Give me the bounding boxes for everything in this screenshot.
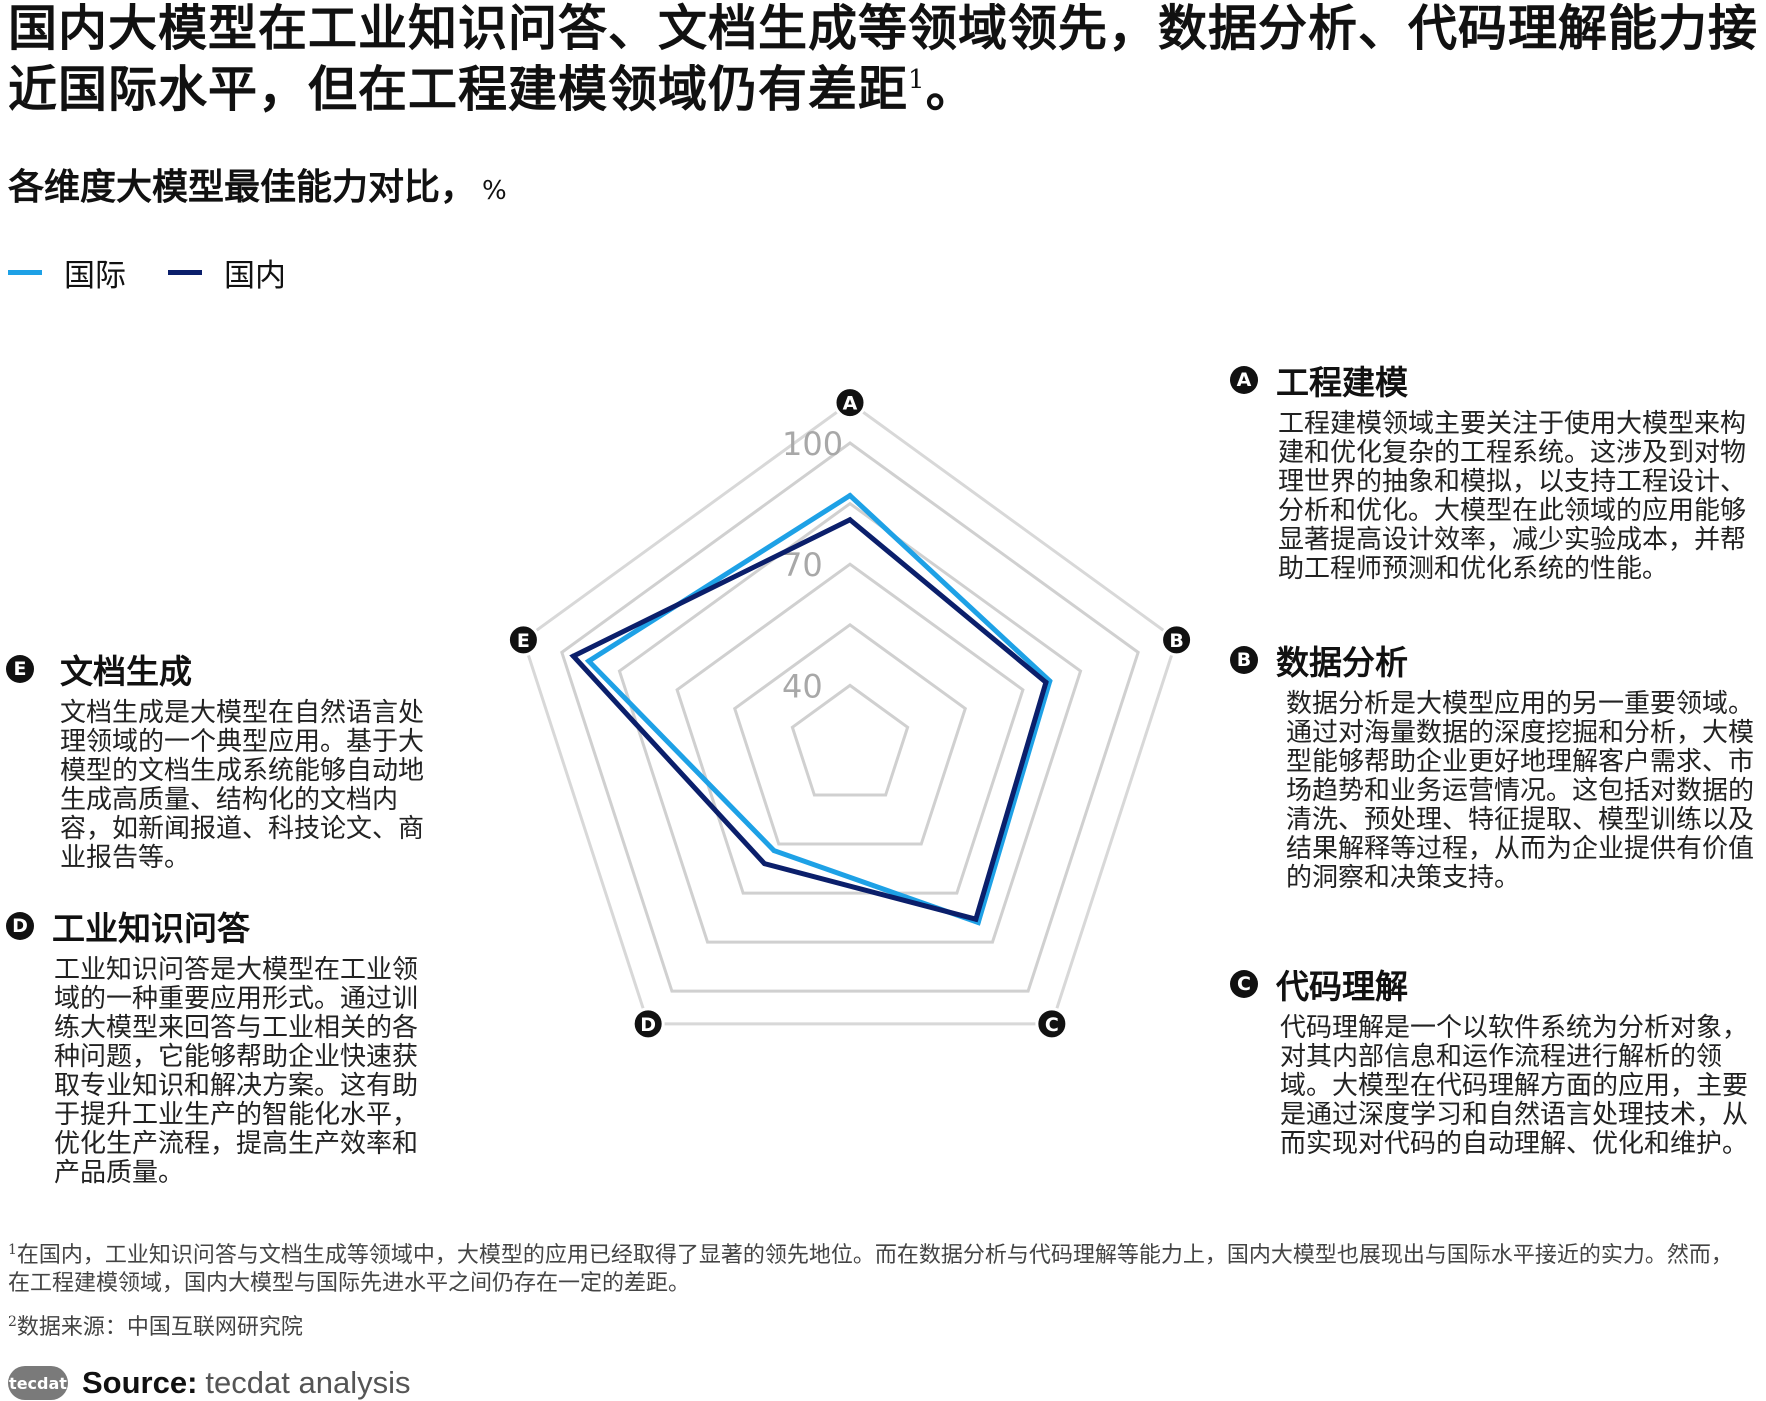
panel-e-title: 文档生成 xyxy=(60,652,192,691)
grid-ring-55 xyxy=(732,622,968,846)
series-line-domestic xyxy=(569,516,1049,923)
grid-ring-85 xyxy=(617,501,1083,944)
tick-label-100: 100 xyxy=(782,425,843,463)
source-label: Source: xyxy=(82,1365,198,1400)
badge-a-icon: A xyxy=(1230,366,1258,394)
panel-a: A 工程建模 工程建模领域主要关注于使用大模型来构建和优化复杂的工程系统。这涉及到… xyxy=(1230,356,1750,584)
axis-badge-A xyxy=(833,386,867,420)
legend-item-international: 国际 xyxy=(8,250,126,295)
axis-badge-C xyxy=(1035,1007,1069,1041)
badge-c-icon: C xyxy=(1230,970,1258,998)
legend-swatch-domestic xyxy=(168,270,202,275)
legend-label-international: 国际 xyxy=(64,258,126,294)
axis-label-C: C xyxy=(1045,1014,1059,1036)
footnote-1-text: 在国内，工业知识问答与文档生成等领域中，大模型的应用已经取得了显著的领先地位。而… xyxy=(8,1243,1733,1296)
panel-b-desc: 数据分析是大模型应用的另一重要领域。通过对海量数据的深度挖掘和分析，大模型能够帮… xyxy=(1286,689,1755,893)
headline-text: 国内大模型在工业知识问答、文档生成等领域领先，数据分析、代码理解能力接近国际水平… xyxy=(8,0,1759,118)
panel-c: C 代码理解 代码理解是一个以软件系统为分析对象，对其内部信息和运作流程进行解析的… xyxy=(1230,960,1750,1159)
subtitle-text: 各维度大模型最佳能力对比， xyxy=(8,166,477,208)
data-point-domestic-C xyxy=(973,916,979,922)
legend-label-domestic: 国内 xyxy=(224,258,286,294)
data-point-international-D xyxy=(771,848,777,854)
panel-e-desc: 文档生成是大模型在自然语言处理领域的一个典型应用。基于大模型的文档生成系统能够自… xyxy=(60,698,425,873)
axis-label-B: B xyxy=(1169,630,1183,652)
panel-d-desc: 工业知识问答是大模型在工业领域的一种重要应用形式。通过训练大模型来回答与工业相关… xyxy=(54,955,419,1188)
panel-a-desc: 工程建模领域主要关注于使用大模型来构建和优化复杂的工程系统。这涉及到对物理世界的… xyxy=(1278,409,1747,584)
data-point-international-A xyxy=(847,493,853,499)
headline: 国内大模型在工业知识问答、文档生成等领域领先，数据分析、代码理解能力接近国际水平… xyxy=(8,2,1758,115)
headline-end: 。 xyxy=(925,60,976,118)
grid-outer-frame xyxy=(521,400,1179,1026)
footnote-2-text: 数据来源：中国互联网研究院 xyxy=(16,1315,303,1340)
legend-item-domestic: 国内 xyxy=(168,250,286,295)
panel-a-title: 工程建模 xyxy=(1276,363,1408,402)
data-point-domestic-B xyxy=(1043,679,1049,685)
series-line-international xyxy=(584,492,1053,926)
axis-badge-E xyxy=(506,623,540,657)
footnote-2-marker: 2 xyxy=(8,1314,17,1330)
source-line: tecdat Source: tecdat analysis xyxy=(8,1365,410,1401)
panel-d: D 工业知识问答 工业知识问答是大模型在工业领域的一种重要应用形式。通过训练大模型… xyxy=(6,902,436,1188)
panel-b-title: 数据分析 xyxy=(1276,643,1408,682)
axis-label-D: D xyxy=(640,1014,656,1036)
chart-subtitle: 各维度大模型最佳能力对比，% xyxy=(8,158,507,210)
tick-label-40: 40 xyxy=(782,667,823,705)
footnote-1: 1在国内，工业知识问答与文档生成等领域中，大模型的应用已经取得了显著的领先地位。… xyxy=(8,1236,1753,1298)
axis-label-E: E xyxy=(517,630,530,652)
badge-d-icon: D xyxy=(6,912,34,940)
badge-b-icon: B xyxy=(1230,646,1258,674)
grid-ring-70 xyxy=(675,562,1025,895)
axis-label-A: A xyxy=(843,393,858,415)
panel-c-desc: 代码理解是一个以软件系统为分析对象，对其内部信息和运作流程进行解析的领域。大模型… xyxy=(1280,1013,1749,1159)
data-point-domestic-E xyxy=(570,653,576,659)
grid-ring-100 xyxy=(560,441,1140,993)
panel-c-title: 代码理解 xyxy=(1276,967,1408,1006)
source-text: tecdat analysis xyxy=(205,1365,411,1400)
axis-badge-D xyxy=(631,1007,665,1041)
panel-b: B 数据分析 数据分析是大模型应用的另一重要领域。通过对海量数据的深度挖掘和分析，… xyxy=(1230,636,1760,893)
legend: 国际 国内 xyxy=(8,250,328,295)
legend-swatch-international xyxy=(8,270,42,275)
panel-d-title: 工业知识问答 xyxy=(52,909,250,948)
badge-e-icon: E xyxy=(6,655,34,683)
tecdat-logo-icon: tecdat xyxy=(8,1366,68,1400)
footnote-2: 2数据来源：中国互联网研究院 xyxy=(8,1308,303,1342)
data-point-domestic-A xyxy=(847,517,853,523)
subtitle-unit: % xyxy=(482,176,507,206)
panel-e: E 文档生成 文档生成是大模型在自然语言处理领域的一个典型应用。基于大模型的文档生… xyxy=(6,645,446,873)
grid-ring-40 xyxy=(790,683,910,797)
headline-footnote-ref: 1 xyxy=(908,65,926,95)
data-point-international-E xyxy=(586,658,592,664)
footnote-1-marker: 1 xyxy=(8,1242,17,1258)
data-point-domestic-D xyxy=(762,861,768,867)
axis-badge-B xyxy=(1160,623,1194,657)
